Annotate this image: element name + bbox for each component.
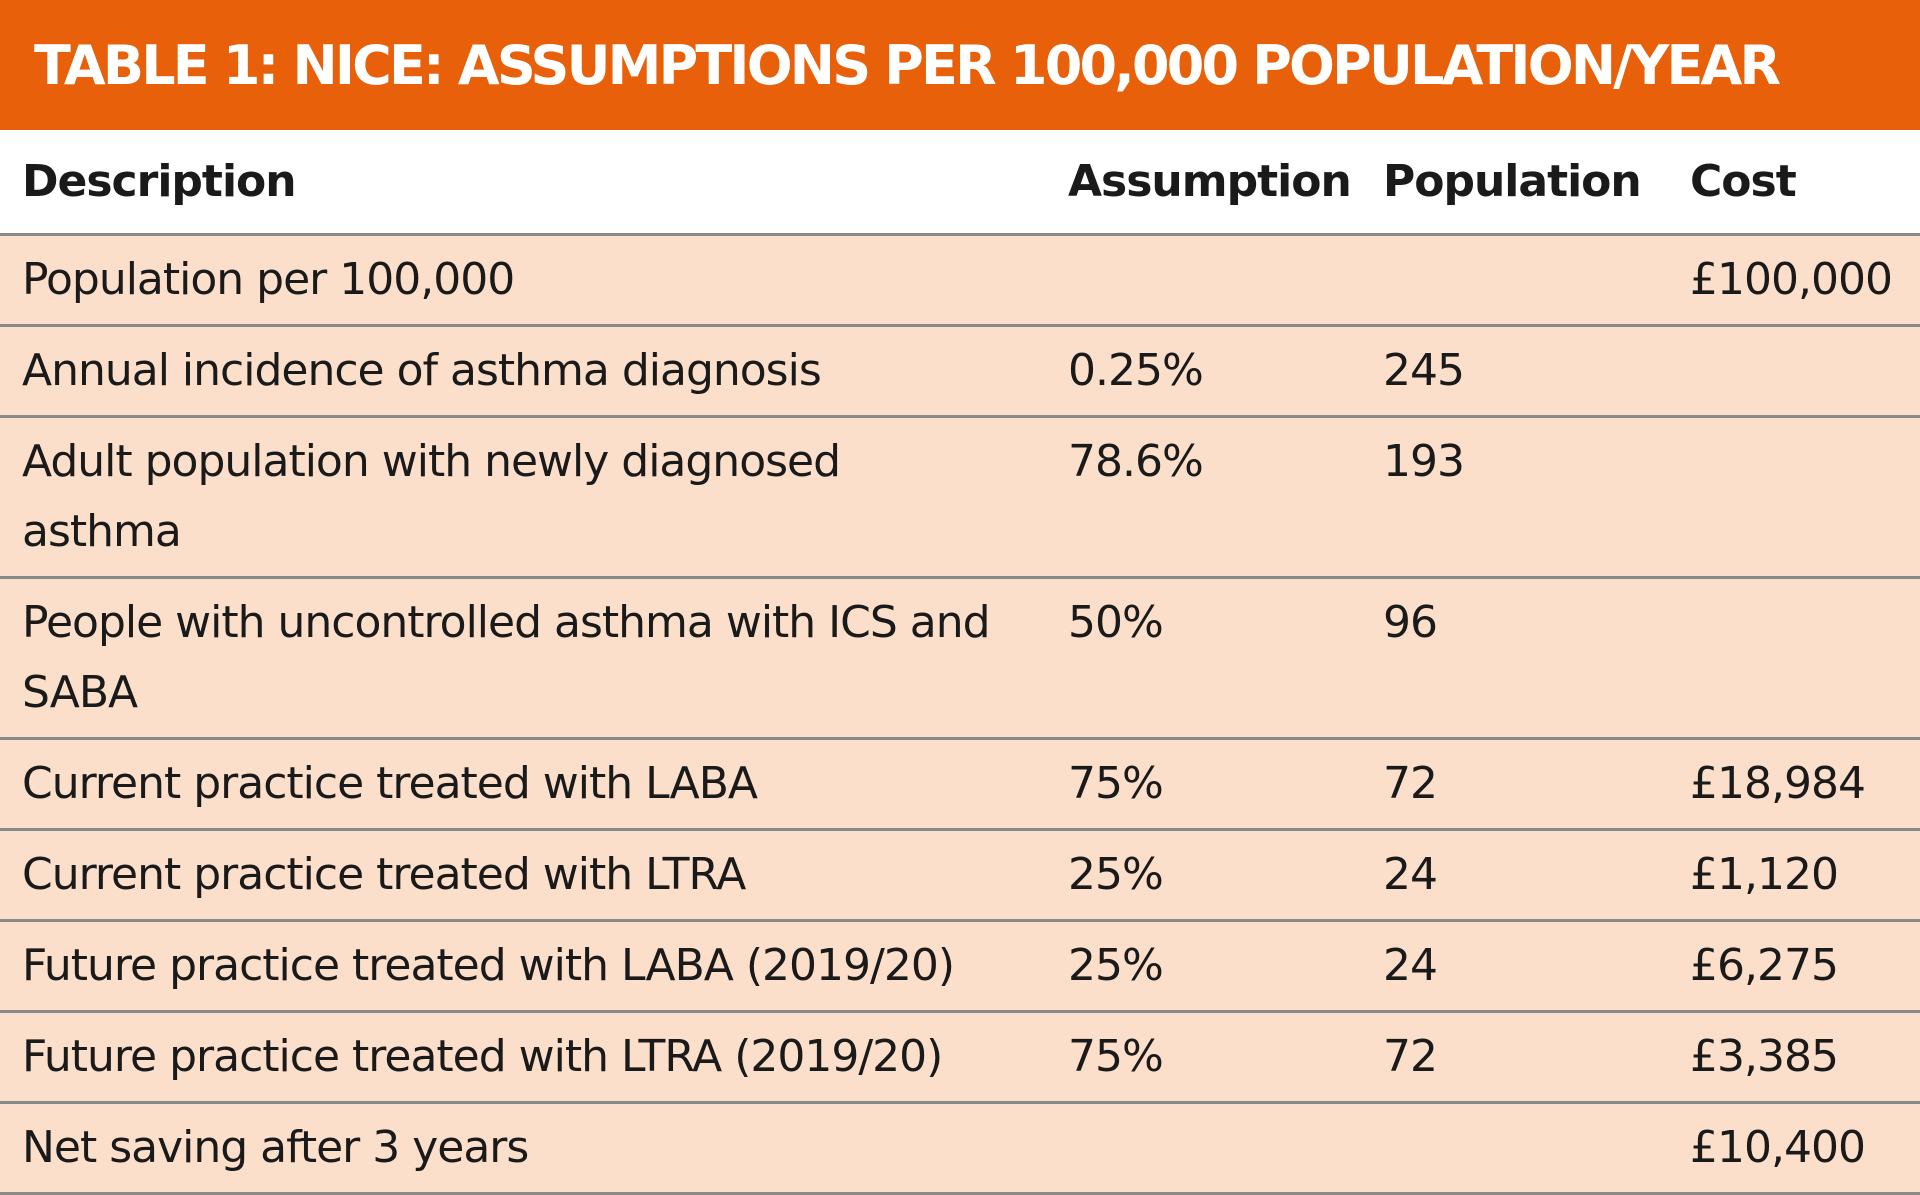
- header-row: Description Assumption Population Cost: [0, 130, 1920, 236]
- cell-population: 245: [1361, 325, 1668, 418]
- cell-description: Adult population with newly diagnosed as…: [0, 416, 1046, 579]
- cell-cost: [1668, 325, 1920, 418]
- cell-population: 24: [1361, 829, 1668, 922]
- cell-population: 96: [1361, 577, 1668, 740]
- table-title: TABLE 1: NICE: ASSUMPTIONS PER 100,000 P…: [34, 33, 1781, 97]
- table-header: Description Assumption Population Cost: [0, 130, 1920, 236]
- table-row: Future practice treated with LTRA (2019/…: [0, 1011, 1920, 1104]
- table-row: Adult population with newly diagnosed as…: [0, 416, 1920, 579]
- cell-cost: [1668, 577, 1920, 740]
- cell-population: 72: [1361, 738, 1668, 831]
- cell-cost: £1,120: [1668, 829, 1920, 922]
- cell-population: 24: [1361, 920, 1668, 1013]
- table-row: Net saving after 3 years £10,400: [0, 1102, 1920, 1195]
- cell-assumption: [1046, 1102, 1361, 1195]
- cell-assumption: 50%: [1046, 577, 1361, 740]
- cell-description: Current practice treated with LTRA: [0, 829, 1046, 922]
- table-row: Future practice treated with LABA (2019/…: [0, 920, 1920, 1013]
- assumptions-table: Description Assumption Population Cost P…: [0, 130, 1920, 1195]
- cell-assumption: 25%: [1046, 920, 1361, 1013]
- header-population: Population: [1361, 130, 1668, 236]
- cell-cost: £3,385: [1668, 1011, 1920, 1104]
- cell-description: Population per 100,000: [0, 234, 1046, 327]
- cell-description: People with uncontrolled asthma with ICS…: [0, 577, 1046, 740]
- cell-population: 72: [1361, 1011, 1668, 1104]
- cell-assumption: 75%: [1046, 1011, 1361, 1104]
- table-body: Population per 100,000 £100,000 Annual i…: [0, 234, 1920, 1195]
- table-row: People with uncontrolled asthma with ICS…: [0, 577, 1920, 740]
- cell-assumption: 78.6%: [1046, 416, 1361, 579]
- table-row: Annual incidence of asthma diagnosis 0.2…: [0, 325, 1920, 418]
- table-row: Population per 100,000 £100,000: [0, 234, 1920, 327]
- cell-population: [1361, 234, 1668, 327]
- cell-population: 193: [1361, 416, 1668, 579]
- cell-assumption: 25%: [1046, 829, 1361, 922]
- table-title-bar: TABLE 1: NICE: ASSUMPTIONS PER 100,000 P…: [0, 0, 1920, 130]
- cell-cost: [1668, 416, 1920, 579]
- header-description: Description: [0, 130, 1046, 236]
- cell-cost: £10,400: [1668, 1102, 1920, 1195]
- cell-assumption: [1046, 234, 1361, 327]
- table-row: Current practice treated with LABA 75% 7…: [0, 738, 1920, 831]
- cell-description: Future practice treated with LTRA (2019/…: [0, 1011, 1046, 1104]
- cell-description: Current practice treated with LABA: [0, 738, 1046, 831]
- cell-description: Annual incidence of asthma diagnosis: [0, 325, 1046, 418]
- header-assumption: Assumption: [1046, 130, 1361, 236]
- cell-cost: £6,275: [1668, 920, 1920, 1013]
- table-row: Current practice treated with LTRA 25% 2…: [0, 829, 1920, 922]
- cell-description: Future practice treated with LABA (2019/…: [0, 920, 1046, 1013]
- cell-description: Net saving after 3 years: [0, 1102, 1046, 1195]
- cell-population: [1361, 1102, 1668, 1195]
- cell-assumption: 0.25%: [1046, 325, 1361, 418]
- header-cost: Cost: [1668, 130, 1920, 236]
- cell-cost: £100,000: [1668, 234, 1920, 327]
- cell-assumption: 75%: [1046, 738, 1361, 831]
- cell-cost: £18,984: [1668, 738, 1920, 831]
